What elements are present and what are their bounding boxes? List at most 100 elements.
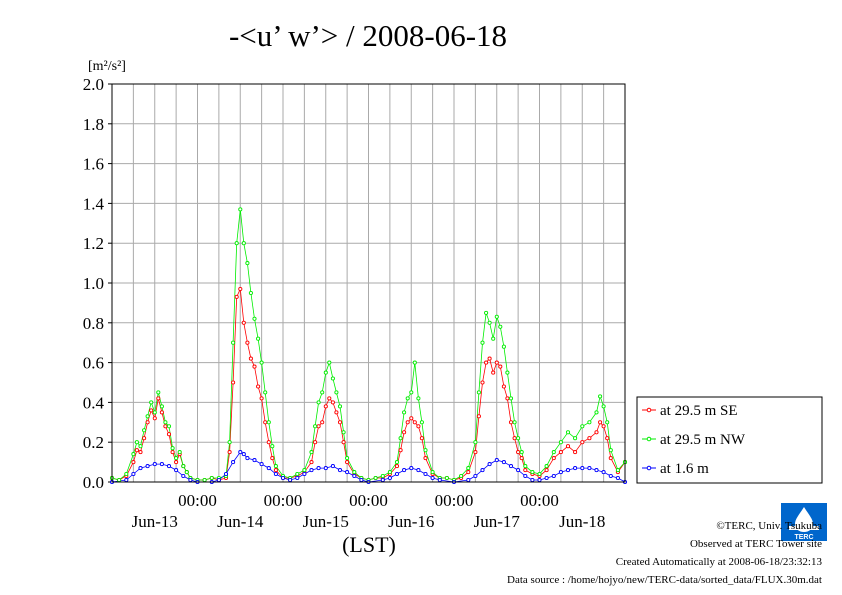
x-tick-label: 00:00 xyxy=(264,491,303,510)
data-point xyxy=(313,424,318,429)
data-point xyxy=(505,370,510,375)
data-point xyxy=(273,468,278,473)
legend-marker xyxy=(646,436,652,442)
data-point xyxy=(512,420,517,425)
data-point xyxy=(334,390,339,395)
data-point xyxy=(309,450,314,455)
data-point xyxy=(430,470,435,475)
data-point xyxy=(337,468,343,473)
data-point xyxy=(330,376,335,381)
data-point xyxy=(234,241,239,246)
data-point xyxy=(288,477,293,483)
data-point xyxy=(345,470,350,475)
data-point xyxy=(565,468,571,473)
data-point xyxy=(177,450,182,455)
data-point xyxy=(245,261,250,266)
data-point xyxy=(231,340,236,345)
data-point xyxy=(608,473,613,479)
data-point xyxy=(598,394,603,399)
data-point xyxy=(359,477,364,483)
data-point xyxy=(394,464,400,469)
y-tick-label: 0.0 xyxy=(83,473,104,492)
data-point xyxy=(409,390,414,395)
x-axis-label: (LST) xyxy=(342,532,396,557)
data-point xyxy=(402,430,407,435)
data-point xyxy=(280,475,286,481)
data-points xyxy=(109,207,628,485)
data-point xyxy=(181,473,186,479)
data-point xyxy=(256,336,261,341)
data-point xyxy=(202,477,207,483)
y-tick-label: 2.0 xyxy=(83,75,104,94)
data-point xyxy=(473,440,478,445)
data-point xyxy=(544,475,549,481)
data-point xyxy=(181,464,186,469)
data-point xyxy=(466,477,471,483)
y-tick-label: 0.2 xyxy=(83,433,104,452)
data-point xyxy=(124,477,129,483)
data-point xyxy=(241,320,246,325)
data-point xyxy=(149,408,154,413)
data-point xyxy=(327,396,332,401)
y-tick-label: 1.6 xyxy=(83,155,104,174)
data-point xyxy=(473,473,478,479)
data-point xyxy=(402,468,407,473)
y-tick-label: 0.6 xyxy=(83,354,104,373)
data-point xyxy=(494,314,499,319)
data-point xyxy=(248,290,253,296)
data-point xyxy=(241,241,246,246)
data-point xyxy=(601,424,606,429)
y-tick-label: 1.2 xyxy=(83,234,104,253)
data-point xyxy=(273,464,278,469)
data-point xyxy=(152,410,157,415)
data-point xyxy=(419,436,424,441)
data-point xyxy=(473,450,478,455)
data-point xyxy=(142,436,147,441)
data-point xyxy=(494,458,499,463)
data-point xyxy=(223,471,229,477)
data-point xyxy=(323,404,328,409)
data-point xyxy=(551,473,556,479)
data-point xyxy=(380,473,385,479)
data-point xyxy=(316,424,321,429)
data-point xyxy=(523,473,528,479)
data-point xyxy=(405,396,410,401)
data-point xyxy=(380,477,385,483)
day-label: Jun-13 xyxy=(132,512,178,531)
data-point xyxy=(163,420,168,425)
data-point xyxy=(266,466,271,471)
day-label: Jun-18 xyxy=(559,512,605,531)
data-point xyxy=(234,294,239,299)
data-point xyxy=(245,456,250,461)
data-point xyxy=(156,390,161,395)
data-point xyxy=(423,471,428,477)
data-point xyxy=(131,460,136,465)
data-point xyxy=(238,207,243,212)
data-point xyxy=(501,460,506,465)
series-line xyxy=(111,209,626,481)
data-point xyxy=(608,456,613,461)
data-point xyxy=(266,440,271,445)
data-point xyxy=(323,370,328,375)
data-point xyxy=(238,450,243,455)
data-point xyxy=(337,404,343,409)
data-point xyxy=(256,384,261,389)
data-point xyxy=(519,456,524,461)
x-tick-label: 00:00 xyxy=(178,491,217,510)
data-point xyxy=(394,471,400,477)
data-point xyxy=(537,477,542,483)
data-point xyxy=(530,477,535,483)
axis-labels: 0.0 0.2 0.4 0.6 0.8 1.0 1.2 1.4 1.6 1.8 2.0 00:00 00… xyxy=(83,75,606,531)
plot-frame xyxy=(111,83,626,483)
data-point xyxy=(508,464,514,469)
data-point xyxy=(537,471,542,477)
data-point xyxy=(516,468,521,473)
data-point xyxy=(259,462,264,467)
data-point xyxy=(248,356,253,361)
data-point xyxy=(252,364,257,369)
data-point xyxy=(337,420,343,425)
data-point xyxy=(170,450,175,455)
footer-copyright: ©TERC, Univ. Tsukuba xyxy=(716,520,822,532)
data-point xyxy=(373,475,378,481)
